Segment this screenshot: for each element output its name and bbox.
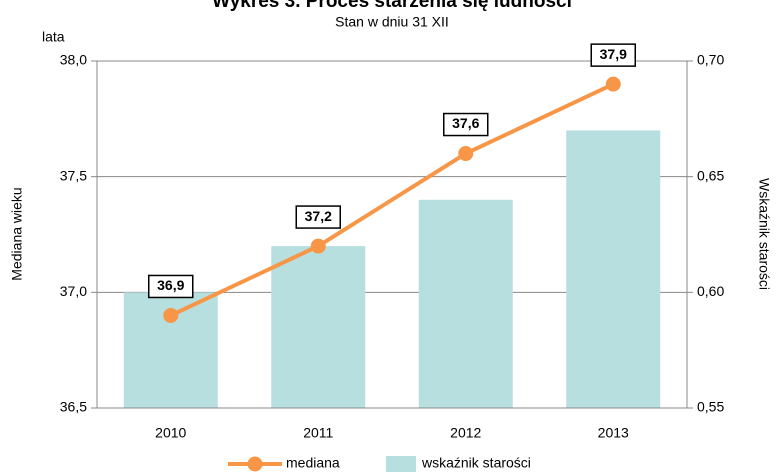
bar bbox=[418, 199, 513, 408]
data-label: 37,6 bbox=[443, 112, 489, 137]
data-label-text: 37,2 bbox=[305, 208, 332, 224]
marker bbox=[163, 307, 179, 323]
data-label: 37,2 bbox=[295, 205, 341, 229]
x-tick-label: 2012 bbox=[450, 425, 481, 441]
data-label-box bbox=[148, 274, 194, 299]
legend-marker bbox=[247, 456, 263, 472]
line bbox=[169, 82, 615, 318]
y2-tick-label: 0,60 bbox=[697, 283, 724, 299]
data-label: 37,9 bbox=[590, 43, 636, 67]
y2-tick-label: 0,55 bbox=[697, 399, 724, 415]
data-label-box bbox=[590, 43, 636, 67]
x-tick-label: 2013 bbox=[598, 425, 629, 441]
legend-item: wskaźnik starości bbox=[386, 455, 531, 472]
data-label: 36,9 bbox=[148, 274, 194, 299]
chart-subtitle: Stan w dniu 31 XII bbox=[335, 14, 449, 30]
bar bbox=[271, 246, 366, 408]
data-label-text: 36,9 bbox=[157, 277, 184, 293]
data-label-text: 37,9 bbox=[600, 46, 627, 62]
marker bbox=[458, 146, 474, 162]
data-label-text: 37,6 bbox=[452, 115, 479, 131]
legend-label: mediana bbox=[286, 455, 340, 471]
y2-tick-label: 0,70 bbox=[697, 52, 724, 68]
legend-label: wskaźnik starości bbox=[421, 455, 531, 471]
data-label-box bbox=[443, 112, 489, 137]
y-tick-label: 37,5 bbox=[60, 167, 87, 183]
y-tick-label: 38,0 bbox=[60, 52, 87, 68]
y2-tick-label: 0,65 bbox=[697, 167, 724, 183]
y-unit: lata bbox=[42, 29, 65, 45]
legend-swatch bbox=[386, 456, 416, 472]
x-tick-label: 2010 bbox=[155, 425, 186, 441]
y2-axis-title: Wskaźnik starości bbox=[756, 178, 772, 290]
legend-item: mediana bbox=[228, 455, 340, 472]
marker bbox=[310, 238, 326, 254]
y-tick-label: 37,0 bbox=[60, 283, 87, 299]
y-tick-label: 36,5 bbox=[60, 399, 87, 415]
marker bbox=[605, 76, 621, 92]
bar bbox=[566, 130, 661, 408]
y-axis-title: Mediana wieku bbox=[9, 187, 25, 280]
chart-title: Wykres 3. Proces starzenia się ludności bbox=[212, 0, 572, 12]
x-tick-label: 2011 bbox=[303, 425, 333, 441]
data-label-box bbox=[295, 205, 341, 229]
